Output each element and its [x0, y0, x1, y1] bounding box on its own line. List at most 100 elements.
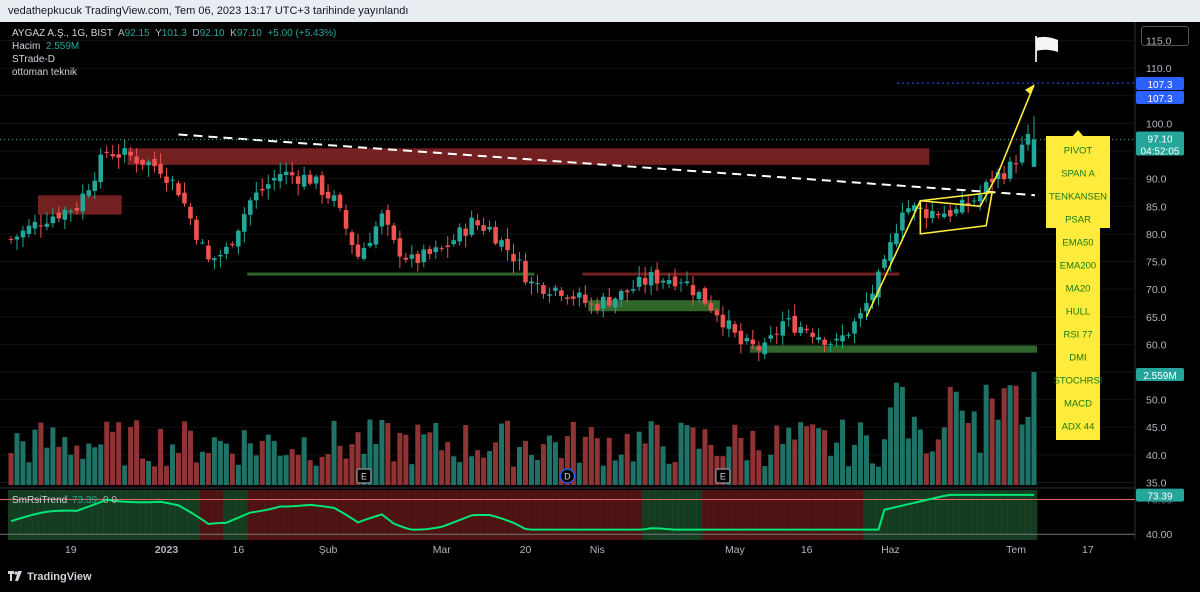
- legend-ohlc-row[interactable]: AYGAZ A.Ş., 1G, BIST A92.15 Y101.3 D92.1…: [12, 27, 336, 40]
- candle-body[interactable]: [38, 225, 44, 227]
- candle-body[interactable]: [487, 226, 492, 230]
- legend-volume-row[interactable]: Hacim 2.559M: [12, 40, 336, 53]
- candle-body[interactable]: [367, 242, 373, 247]
- candle-body[interactable]: [313, 176, 319, 184]
- candle-body[interactable]: [666, 280, 672, 284]
- candle-body[interactable]: [971, 200, 977, 202]
- candle-body[interactable]: [630, 289, 636, 291]
- candle-body[interactable]: [194, 219, 199, 241]
- candle-body[interactable]: [900, 212, 905, 231]
- candle-body[interactable]: [74, 207, 80, 211]
- candle-body[interactable]: [230, 243, 235, 246]
- candle-body[interactable]: [672, 276, 678, 287]
- candle-body[interactable]: [152, 158, 157, 167]
- candle-body[interactable]: [762, 342, 768, 355]
- candle-body[interactable]: [475, 220, 480, 226]
- candle-body[interactable]: [92, 180, 98, 191]
- candle-body[interactable]: [236, 230, 241, 247]
- candle-body[interactable]: [612, 298, 618, 308]
- candle-body[interactable]: [331, 195, 337, 201]
- candle-body[interactable]: [744, 338, 750, 342]
- candle-body[interactable]: [481, 225, 486, 231]
- candle-body[interactable]: [98, 154, 104, 182]
- candle-body[interactable]: [696, 292, 702, 300]
- candle-body[interactable]: [864, 303, 869, 312]
- candle-body[interactable]: [535, 283, 540, 285]
- symbol-name[interactable]: AYGAZ A.Ş., 1G, BIST: [12, 28, 113, 39]
- candle-body[interactable]: [134, 156, 139, 164]
- candle-body[interactable]: [648, 272, 654, 286]
- candle-body[interactable]: [523, 260, 528, 283]
- candle-body[interactable]: [565, 297, 570, 299]
- candle-body[interactable]: [289, 172, 295, 176]
- legend-indicator-2[interactable]: ottoman teknik: [12, 67, 78, 78]
- candle-body[interactable]: [529, 281, 534, 284]
- candle-body[interactable]: [834, 338, 839, 341]
- candle-body[interactable]: [254, 192, 259, 201]
- candle-body[interactable]: [636, 277, 642, 287]
- candle-body[interactable]: [457, 227, 462, 242]
- candle-body[interactable]: [780, 321, 786, 336]
- candle-body[interactable]: [403, 257, 409, 260]
- candle-body[interactable]: [906, 208, 911, 213]
- candle-body[interactable]: [912, 205, 917, 211]
- candle-body[interactable]: [924, 209, 929, 219]
- candle-body[interactable]: [212, 258, 217, 261]
- candle-body[interactable]: [26, 225, 32, 234]
- candle-body[interactable]: [547, 294, 552, 296]
- candle-body[interactable]: [930, 210, 935, 218]
- candle-body[interactable]: [559, 290, 564, 297]
- candle-body[interactable]: [218, 254, 223, 257]
- candle-body[interactable]: [798, 326, 803, 334]
- candle-body[interactable]: [248, 200, 253, 215]
- candle-body[interactable]: [642, 277, 648, 285]
- candle-body[interactable]: [690, 285, 696, 296]
- candle-body[interactable]: [774, 333, 780, 335]
- candle-body[interactable]: [810, 332, 815, 337]
- candle-body[interactable]: [14, 236, 20, 240]
- candle-body[interactable]: [816, 337, 821, 341]
- candle-body[interactable]: [995, 172, 1001, 180]
- candle-body[interactable]: [726, 320, 732, 329]
- time-axis[interactable]: Ara19202316ŞubMar20NisMay16HazTem17: [0, 544, 1094, 556]
- candle-body[interactable]: [822, 339, 827, 345]
- tradingview-logo[interactable]: TradingView: [8, 571, 92, 583]
- candle-body[interactable]: [421, 249, 427, 263]
- candle-body[interactable]: [804, 328, 809, 331]
- candle-body[interactable]: [295, 176, 301, 184]
- candle-body[interactable]: [62, 209, 68, 220]
- candle-body[interactable]: [618, 290, 624, 300]
- candle-body[interactable]: [1019, 144, 1025, 163]
- candle-body[interactable]: [176, 183, 181, 196]
- candle-body[interactable]: [965, 202, 971, 205]
- earnings-marker[interactable]: [356, 468, 372, 484]
- candle-body[interactable]: [953, 209, 959, 214]
- candle-body[interactable]: [840, 335, 845, 342]
- axis-settings-button[interactable]: [1141, 26, 1189, 46]
- earnings-marker[interactable]: [715, 468, 731, 484]
- candle-body[interactable]: [732, 324, 738, 333]
- candle-body[interactable]: [451, 240, 456, 245]
- candle-body[interactable]: [188, 206, 193, 219]
- candle-body[interactable]: [828, 343, 833, 345]
- candle-body[interactable]: [397, 238, 403, 257]
- candle-body[interactable]: [259, 188, 265, 191]
- candle-body[interactable]: [702, 288, 708, 304]
- candle-body[interactable]: [86, 190, 92, 196]
- candle-body[interactable]: [32, 221, 38, 229]
- candle-body[interactable]: [224, 246, 229, 254]
- candle-body[interactable]: [373, 226, 379, 245]
- candle-body[interactable]: [200, 242, 205, 244]
- candle-body[interactable]: [571, 296, 576, 299]
- candle-body[interactable]: [589, 303, 594, 305]
- candle-body[interactable]: [720, 314, 726, 328]
- candle-body[interactable]: [158, 163, 163, 174]
- legend-indicator-1[interactable]: STrade-D: [12, 54, 55, 65]
- candle-body[interactable]: [786, 318, 791, 320]
- candle-body[interactable]: [170, 179, 175, 181]
- candle-body[interactable]: [876, 271, 881, 298]
- candle-body[interactable]: [936, 213, 941, 216]
- candle-body[interactable]: [983, 182, 989, 194]
- candle-body[interactable]: [1001, 173, 1007, 180]
- candle-body[interactable]: [541, 285, 546, 294]
